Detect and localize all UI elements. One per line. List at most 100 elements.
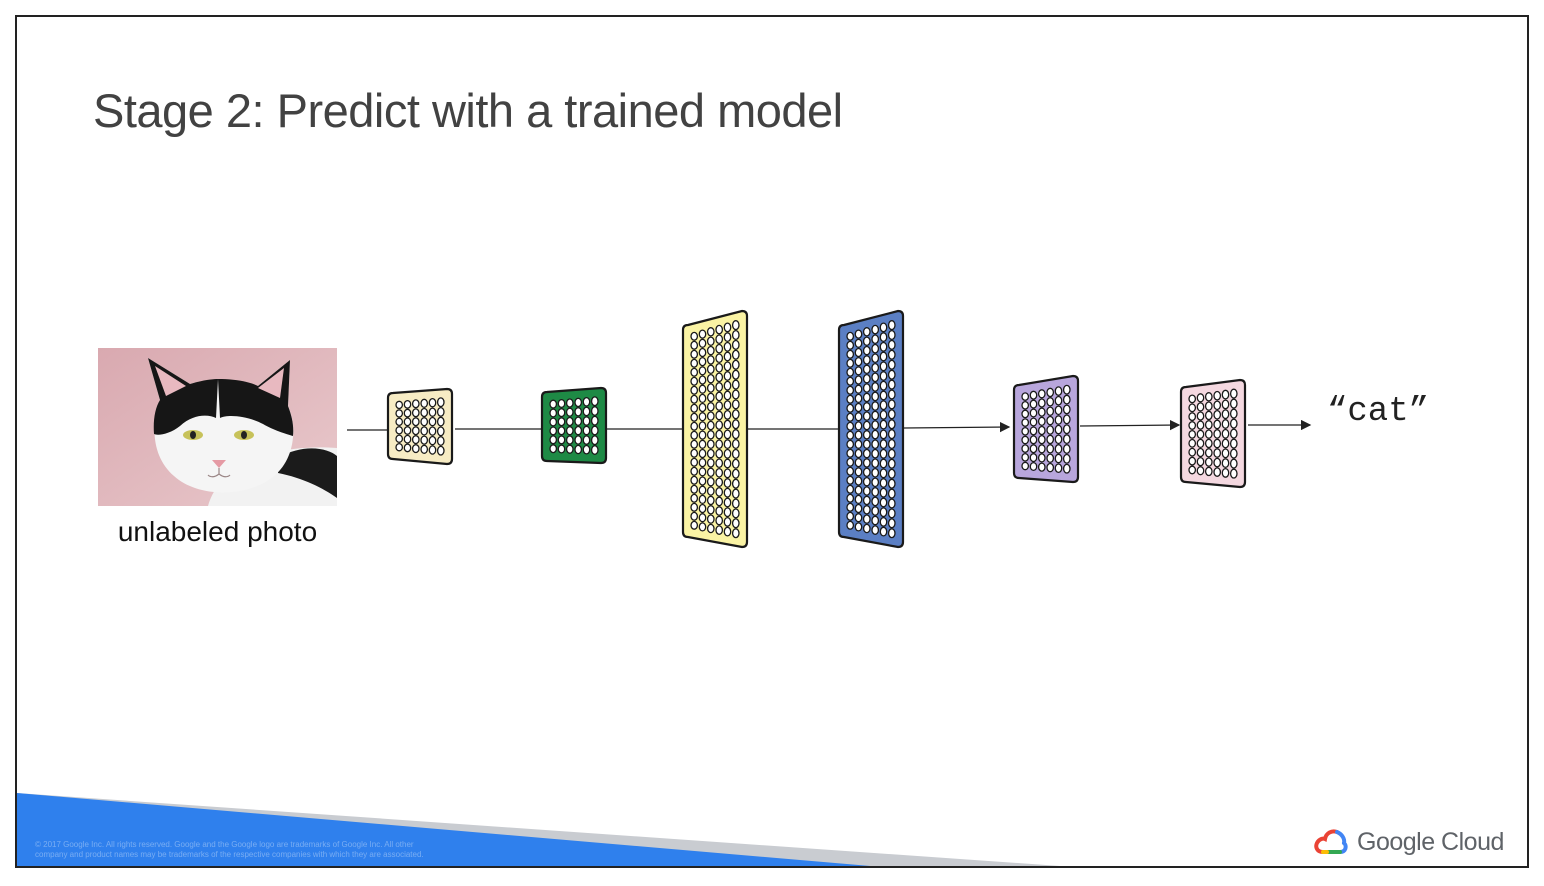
neuron bbox=[1062, 384, 1071, 395]
neuron bbox=[879, 322, 888, 333]
neuron bbox=[1204, 448, 1213, 458]
neuron bbox=[846, 466, 855, 476]
neuron bbox=[715, 458, 724, 469]
neuron bbox=[854, 430, 863, 440]
brand-wordmark: Google Cloud bbox=[1357, 827, 1504, 856]
neuron bbox=[887, 409, 896, 420]
neuron bbox=[698, 402, 707, 413]
neuron bbox=[690, 358, 699, 368]
neuron bbox=[565, 444, 574, 454]
neuron bbox=[690, 511, 699, 521]
neuron bbox=[862, 373, 871, 384]
neuron bbox=[436, 445, 445, 456]
neuron bbox=[879, 351, 888, 362]
neuron bbox=[1062, 453, 1071, 464]
neuron bbox=[871, 382, 880, 392]
neuron bbox=[1196, 466, 1205, 476]
neuron bbox=[723, 380, 732, 391]
layer-3 bbox=[681, 309, 749, 549]
neuron bbox=[854, 494, 863, 505]
neuron bbox=[846, 394, 855, 404]
neuron bbox=[1054, 463, 1063, 474]
neuron bbox=[574, 444, 583, 455]
neuron bbox=[846, 502, 855, 512]
neuron bbox=[879, 361, 888, 372]
neuron bbox=[706, 336, 715, 346]
neuron bbox=[731, 478, 740, 489]
neuron bbox=[723, 526, 732, 537]
neuron bbox=[698, 329, 707, 339]
neuron bbox=[715, 448, 724, 459]
neuron bbox=[731, 349, 740, 360]
neuron bbox=[887, 389, 896, 400]
neuron bbox=[1054, 386, 1063, 396]
neuron bbox=[436, 416, 445, 427]
neuron bbox=[887, 359, 896, 370]
neuron bbox=[879, 487, 888, 498]
neuron bbox=[879, 516, 888, 527]
neuron bbox=[715, 362, 724, 373]
neuron bbox=[698, 338, 707, 348]
neuron bbox=[403, 399, 412, 409]
neuron bbox=[557, 435, 566, 445]
neuron bbox=[411, 408, 420, 418]
neuron bbox=[1204, 466, 1213, 477]
neuron bbox=[1037, 407, 1046, 417]
neuron bbox=[706, 402, 715, 412]
neuron bbox=[574, 416, 583, 426]
neuron bbox=[871, 467, 880, 478]
neuron bbox=[1062, 424, 1071, 435]
neuron bbox=[1054, 444, 1063, 454]
neuron bbox=[862, 448, 871, 459]
neuron bbox=[731, 359, 740, 370]
neuron bbox=[706, 514, 715, 524]
neuron bbox=[1029, 435, 1038, 445]
neuron bbox=[698, 503, 707, 514]
neuron bbox=[1213, 409, 1222, 420]
neuron bbox=[1213, 457, 1222, 468]
neuron bbox=[706, 467, 715, 478]
neuron bbox=[1029, 444, 1038, 454]
neuron bbox=[854, 375, 863, 385]
neuron bbox=[395, 400, 404, 410]
neuron bbox=[862, 336, 871, 346]
neuron bbox=[731, 339, 740, 350]
neuron bbox=[723, 429, 732, 440]
neuron bbox=[706, 411, 715, 421]
neuron bbox=[871, 429, 880, 440]
neuron bbox=[731, 468, 740, 479]
neuron bbox=[731, 528, 740, 539]
neuron bbox=[428, 416, 437, 427]
neuron bbox=[854, 366, 863, 376]
neuron bbox=[1196, 420, 1205, 430]
neuron bbox=[862, 458, 871, 468]
neuron bbox=[1046, 415, 1055, 426]
neuron bbox=[715, 324, 724, 335]
neuron bbox=[411, 426, 420, 436]
neuron bbox=[582, 444, 591, 455]
neuron bbox=[1229, 388, 1238, 399]
neuron bbox=[879, 332, 888, 343]
neuron bbox=[862, 345, 871, 356]
neuron bbox=[871, 496, 880, 507]
neuron bbox=[1188, 394, 1197, 404]
neuron bbox=[887, 438, 896, 450]
neuron bbox=[1196, 393, 1205, 403]
neuron bbox=[436, 397, 445, 408]
neuron bbox=[1054, 415, 1063, 425]
neuron bbox=[1046, 453, 1055, 463]
neuron bbox=[879, 400, 888, 411]
neuron bbox=[1037, 425, 1046, 436]
neuron bbox=[879, 526, 888, 537]
neuron bbox=[1062, 434, 1071, 445]
neuron bbox=[557, 444, 566, 454]
neuron bbox=[557, 417, 566, 427]
neuron bbox=[871, 477, 880, 488]
neuron bbox=[731, 448, 740, 459]
neuron bbox=[690, 331, 699, 341]
neuron bbox=[731, 518, 740, 529]
neuron bbox=[715, 487, 724, 497]
neuron bbox=[690, 376, 699, 386]
neuron bbox=[1054, 424, 1063, 435]
neuron bbox=[1204, 392, 1213, 402]
